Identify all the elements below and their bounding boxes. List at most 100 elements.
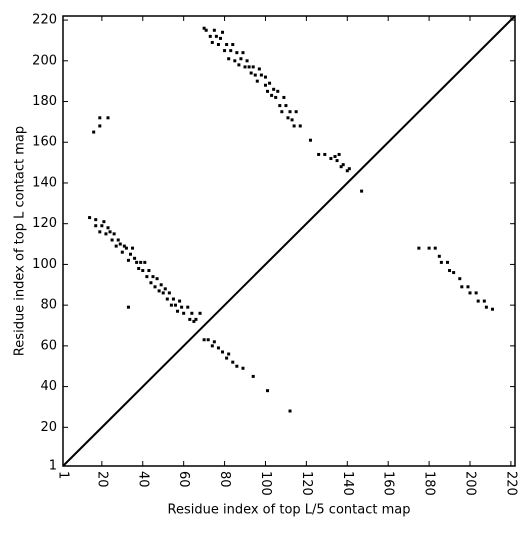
contact-point xyxy=(482,299,486,303)
contact-point xyxy=(102,220,106,224)
contact-point xyxy=(294,110,298,114)
contact-point xyxy=(229,49,233,53)
contact-point xyxy=(491,307,495,311)
contact-point xyxy=(317,152,321,156)
contact-point xyxy=(161,291,165,295)
contact-point xyxy=(98,124,102,128)
contact-point xyxy=(221,350,225,354)
contact-point xyxy=(253,73,257,77)
x-tick-label: 100 xyxy=(258,471,273,496)
contact-point xyxy=(128,252,132,256)
contact-point xyxy=(165,297,169,301)
contact-point xyxy=(206,338,210,342)
contact-point xyxy=(135,260,139,264)
contact-point xyxy=(192,319,196,323)
contact-point xyxy=(298,124,302,128)
contact-point xyxy=(225,356,229,360)
contact-point xyxy=(157,289,161,293)
y-tick-label: 1 xyxy=(49,459,57,474)
contact-point xyxy=(139,260,143,264)
contact-point xyxy=(182,311,186,315)
x-tick-label: 200 xyxy=(463,471,478,496)
contact-point xyxy=(237,63,241,67)
contact-point xyxy=(288,409,292,413)
contact-point xyxy=(437,254,441,258)
contact-point xyxy=(204,28,208,32)
contact-point xyxy=(112,232,116,236)
contact-point xyxy=(266,389,270,393)
contact-point xyxy=(169,303,173,307)
contact-point xyxy=(124,246,128,250)
contact-point xyxy=(231,360,235,364)
contact-point xyxy=(249,71,253,75)
y-tick-label: 180 xyxy=(32,94,57,109)
x-tick-label: 40 xyxy=(135,471,150,488)
contact-point xyxy=(212,28,216,32)
contact-point xyxy=(210,40,214,44)
contact-point xyxy=(335,159,339,163)
contact-point xyxy=(427,246,431,250)
contact-point xyxy=(308,138,312,142)
contact-point xyxy=(180,305,184,309)
x-tick-label: 20 xyxy=(94,471,109,488)
contact-point xyxy=(214,34,218,38)
contact-point xyxy=(466,285,470,289)
x-axis-label: Residue index of top L/5 contact map xyxy=(168,503,411,518)
contact-point xyxy=(216,346,220,350)
contact-point xyxy=(235,51,239,55)
x-tick-label: 60 xyxy=(176,471,191,488)
contact-point xyxy=(202,338,206,342)
contact-point xyxy=(274,95,278,99)
contact-point xyxy=(100,224,104,228)
contact-point xyxy=(208,34,212,38)
contact-point xyxy=(126,258,130,262)
contact-point xyxy=(263,75,267,79)
contact-point xyxy=(341,163,345,167)
contact-point xyxy=(433,246,437,250)
y-tick-label: 160 xyxy=(32,135,57,150)
contact-point xyxy=(131,246,135,250)
contact-point xyxy=(176,309,180,313)
contact-point xyxy=(188,317,192,321)
contact-point xyxy=(98,230,102,234)
contact-point xyxy=(476,299,480,303)
contact-point xyxy=(251,374,255,378)
diagonal xyxy=(62,15,516,467)
contact-point xyxy=(126,305,130,309)
contact-point xyxy=(227,57,231,61)
contact-point xyxy=(163,287,167,291)
x-tick-label: 160 xyxy=(381,471,396,496)
contact-point xyxy=(198,311,202,315)
contact-point xyxy=(92,130,96,134)
contact-point xyxy=(288,110,292,114)
contact-point xyxy=(137,266,141,270)
contact-point xyxy=(243,65,247,69)
contact-point xyxy=(118,242,122,246)
x-tick-label: 180 xyxy=(422,471,437,496)
contact-point xyxy=(218,36,222,40)
y-tick-label: 40 xyxy=(40,379,57,394)
contact-point xyxy=(333,154,337,158)
y-axis-label: Residue index of top L contact map xyxy=(13,126,28,356)
contact-point xyxy=(202,26,206,30)
contact-point xyxy=(266,89,270,93)
contact-point xyxy=(173,303,177,307)
contact-point xyxy=(251,65,255,69)
contact-point xyxy=(94,218,98,222)
contact-point xyxy=(155,277,159,281)
contact-point xyxy=(484,305,488,309)
contact-point xyxy=(474,291,478,295)
contact-point xyxy=(88,216,92,220)
contact-point xyxy=(194,317,198,321)
contact-point xyxy=(114,244,118,248)
contact-point xyxy=(227,352,231,356)
contact-point xyxy=(263,83,267,87)
contact-point xyxy=(120,250,124,254)
contact-point xyxy=(284,104,288,108)
contact-point xyxy=(159,283,163,287)
x-tick-label: 140 xyxy=(340,471,355,496)
y-tick-label: 60 xyxy=(40,338,57,353)
contact-point xyxy=(147,269,151,273)
contact-point xyxy=(216,43,220,47)
